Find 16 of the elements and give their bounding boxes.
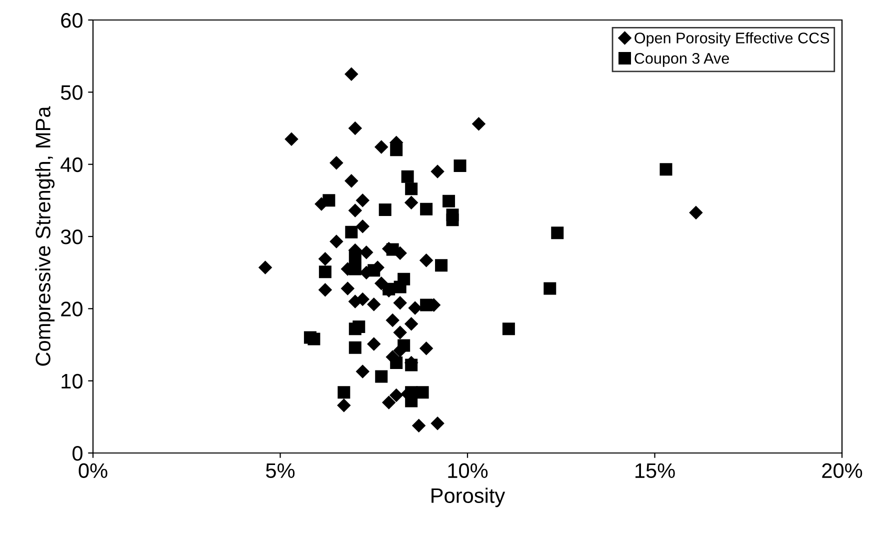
y-tick-label: 40 bbox=[60, 157, 82, 172]
y-axis-title: Compressive Strength, MPa bbox=[35, 106, 55, 366]
y-tick-label: 10 bbox=[62, 374, 82, 389]
x-tick-label: 10% bbox=[448, 463, 488, 478]
legend-label: Coupon 3 Ave bbox=[634, 52, 729, 67]
legend-label: Open Porosity Effective CCS bbox=[634, 32, 830, 46]
x-tick-label: 5% bbox=[266, 463, 295, 478]
x-tick-label: 20% bbox=[822, 463, 862, 478]
x-tick-label: 15% bbox=[635, 463, 675, 478]
y-tick-label: 50 bbox=[60, 85, 82, 100]
x-tick-label: 0% bbox=[78, 463, 108, 478]
y-tick-label: 20 bbox=[61, 302, 82, 316]
y-tick-label: 60 bbox=[61, 13, 82, 28]
y-tick-label: 30 bbox=[60, 230, 82, 244]
y-tick-label: 0 bbox=[72, 446, 82, 461]
x-axis-title: Porosity bbox=[432, 488, 506, 508]
